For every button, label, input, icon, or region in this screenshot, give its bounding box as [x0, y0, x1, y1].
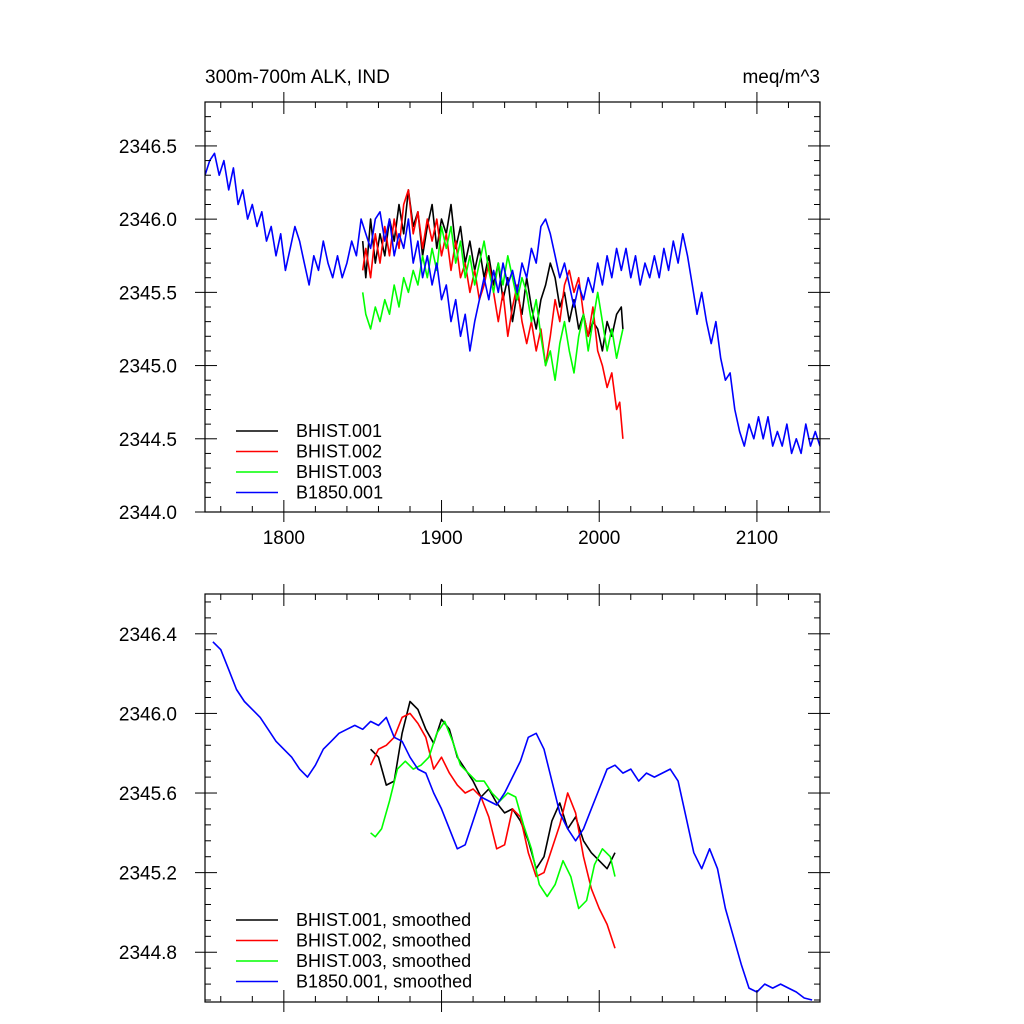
series-line-3 [370, 720, 616, 910]
bottom-panel: 2344.8 2345.2 2345.6 2346.0 2346.4 BHIST.001,… [119, 584, 830, 1012]
units-label: meq/m^3 [742, 67, 820, 88]
x-tick-label: 1800 [263, 528, 305, 549]
y-tick-label: 2346.0 [119, 210, 177, 231]
series-line-4 [212, 641, 813, 1001]
y-tick-label: 2345.5 [119, 283, 177, 304]
series-group [205, 152, 820, 455]
legend-label: BHIST.003 [296, 462, 382, 482]
top-panel: 300m-700m ALK, IND meq/m^3 1800 1900 2000 2… [119, 67, 830, 549]
x-tick-label: 2000 [578, 528, 620, 549]
x-tick-label: 1900 [420, 528, 462, 549]
series-line-4 [205, 152, 820, 455]
y-tick-label: 2345.6 [119, 784, 177, 805]
series-group [212, 641, 813, 1001]
legend-label: BHIST.001, smoothed [296, 910, 471, 930]
legend-label: BHIST.001 [296, 421, 382, 441]
legend-label: BHIST.003, smoothed [296, 951, 471, 971]
y-tick-label: 2344.5 [119, 430, 177, 451]
series-line-1 [370, 700, 616, 870]
series-line-2 [369, 712, 616, 949]
y-tick-label: 2346.5 [119, 137, 177, 158]
legend-label: B1850.001, smoothed [296, 972, 472, 992]
y-tick-label: 2344.8 [119, 943, 177, 964]
series-line-3 [361, 225, 624, 381]
y-tick-label: 2345.0 [119, 357, 177, 378]
y-tick-label: 2345.2 [119, 864, 177, 885]
y-tick-label: 2344.0 [119, 503, 177, 524]
plot-frame [204, 593, 821, 1003]
y-tick-label: 2346.4 [119, 625, 178, 646]
y-tick-label: 2346.0 [119, 704, 177, 725]
x-tick-label: 2100 [736, 528, 778, 549]
legend-label: B1850.001 [296, 483, 383, 503]
legend-label: BHIST.002 [296, 442, 382, 462]
legend-label: BHIST.002, smoothed [296, 931, 471, 951]
chart-title: 300m-700m ALK, IND [205, 67, 390, 88]
